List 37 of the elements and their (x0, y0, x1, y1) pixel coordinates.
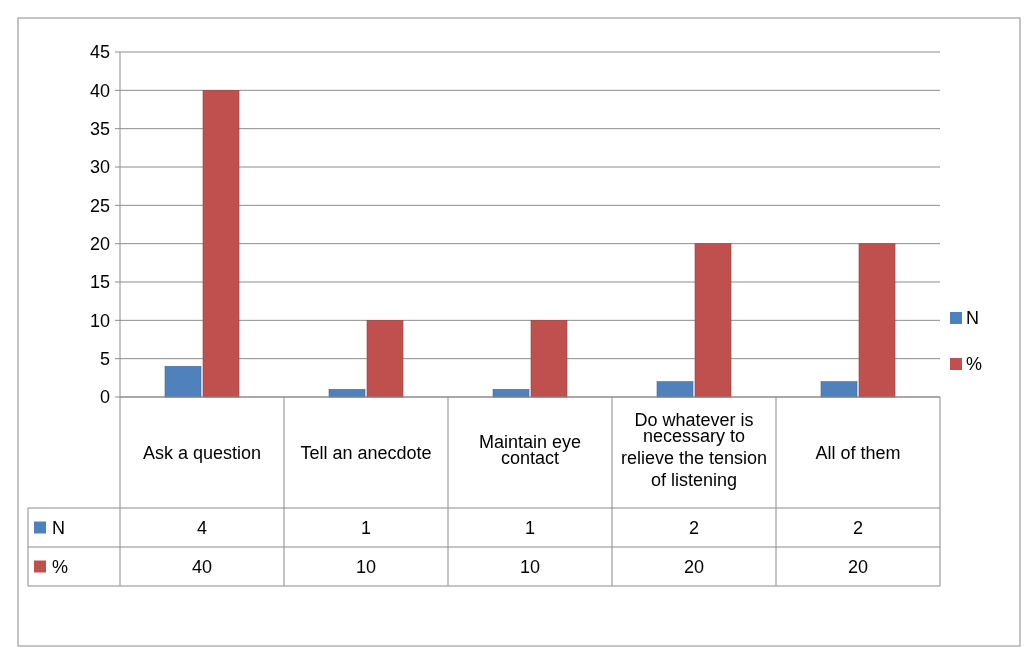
data-label: 4 (196, 517, 208, 538)
x-tick-label: Do whatever is necessary to relieve the tension of listening (620, 409, 768, 490)
bar (820, 381, 858, 398)
y-tick-label: 40 (89, 80, 110, 101)
bar (656, 381, 694, 398)
legend-label: % (966, 354, 983, 375)
y-tick-label: 15 (89, 272, 110, 293)
y-tick-label: 45 (89, 42, 110, 63)
data-label: 2 (852, 517, 864, 538)
text: N (52, 517, 65, 538)
data-label: 20 (847, 556, 869, 577)
y-tick-label: 5 (99, 348, 110, 369)
y-tick-label: 0 (99, 387, 110, 408)
text: % (52, 556, 69, 577)
y-tick-label: 10 (89, 310, 110, 331)
bar (202, 90, 240, 398)
x-tick-label: Tell an anecdote (300, 442, 432, 463)
x-tick-label: Ask a question (142, 442, 262, 463)
bar (366, 320, 404, 398)
x-tick-label: All of them (815, 442, 901, 463)
y-tick-label: 30 (89, 157, 110, 178)
y-tick-label: 35 (89, 118, 110, 139)
data-label: 40 (191, 556, 213, 577)
bar (164, 366, 202, 398)
y-tick-label: 20 (89, 233, 110, 254)
bar (530, 320, 568, 398)
data-label: 10 (519, 556, 541, 577)
data-label: 2 (688, 517, 700, 538)
bar (858, 243, 896, 398)
data-label: 20 (683, 556, 705, 577)
data-label: 10 (355, 556, 377, 577)
legend-label: N (966, 308, 979, 329)
bar (694, 243, 732, 398)
data-label: 1 (360, 517, 372, 538)
y-tick-label: 25 (89, 195, 110, 216)
data-label: 1 (524, 517, 536, 538)
x-tick-label: Maintain eye contact (478, 431, 582, 468)
